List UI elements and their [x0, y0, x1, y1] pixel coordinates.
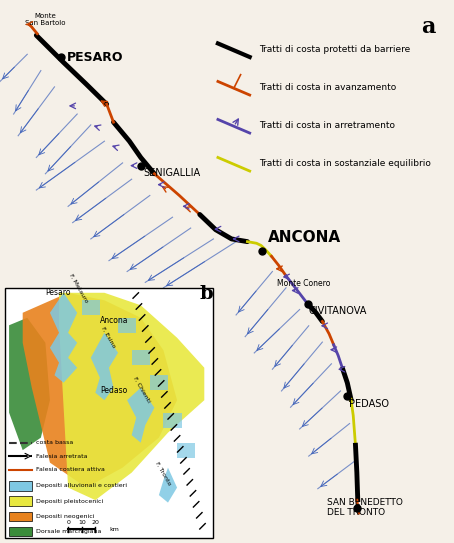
- Polygon shape: [91, 333, 118, 400]
- Polygon shape: [127, 388, 154, 443]
- Text: F. Tronto: F. Tronto: [154, 461, 172, 486]
- Polygon shape: [50, 293, 77, 383]
- Text: a: a: [421, 16, 436, 39]
- Text: Pesaro: Pesaro: [45, 288, 71, 297]
- Text: ANCONA: ANCONA: [268, 230, 341, 245]
- Polygon shape: [163, 413, 182, 428]
- Text: Depositi pleistocenici: Depositi pleistocenici: [36, 498, 104, 504]
- Text: SENIGALLIA: SENIGALLIA: [143, 168, 200, 178]
- Text: Tratti di costa in sostanziale equilibrio: Tratti di costa in sostanziale equilibri…: [259, 160, 431, 168]
- Polygon shape: [23, 293, 177, 488]
- Text: F. Metauro: F. Metauro: [68, 273, 89, 304]
- Polygon shape: [82, 300, 100, 315]
- Text: CIVITANOVA: CIVITANOVA: [309, 306, 367, 315]
- Text: Pedaso: Pedaso: [100, 386, 127, 395]
- Text: Monte
San Bartolo: Monte San Bartolo: [25, 12, 66, 26]
- Polygon shape: [118, 318, 136, 333]
- Text: Tratti di costa in avanzamento: Tratti di costa in avanzamento: [259, 84, 396, 92]
- Text: Ancona: Ancona: [100, 316, 128, 325]
- Text: Depositi neogenici: Depositi neogenici: [36, 514, 95, 519]
- Text: PESARO: PESARO: [67, 50, 123, 64]
- Text: Falesia costiera attiva: Falesia costiera attiva: [36, 467, 105, 472]
- Text: 20: 20: [91, 520, 99, 525]
- Text: costa bassa: costa bassa: [36, 440, 74, 445]
- Text: Dorsale marchigiana: Dorsale marchigiana: [36, 529, 102, 534]
- Text: F. Esino: F. Esino: [100, 326, 116, 349]
- Text: b: b: [200, 285, 213, 302]
- Polygon shape: [59, 293, 204, 500]
- Bar: [5, 288, 213, 538]
- Bar: [9, 481, 32, 491]
- Text: 10: 10: [78, 520, 86, 525]
- Bar: [9, 527, 32, 536]
- Polygon shape: [159, 468, 177, 503]
- Polygon shape: [9, 318, 50, 450]
- Polygon shape: [132, 350, 150, 365]
- Text: F. Chienti: F. Chienti: [132, 376, 150, 403]
- Text: km: km: [109, 527, 119, 532]
- Text: Falesia arretrata: Falesia arretrata: [36, 453, 88, 459]
- Bar: [9, 512, 32, 521]
- Text: PEDASO: PEDASO: [349, 399, 389, 409]
- Polygon shape: [150, 375, 168, 390]
- Text: Monte Conero: Monte Conero: [277, 279, 331, 288]
- Text: Tratti di costa protetti da barriere: Tratti di costa protetti da barriere: [259, 46, 410, 54]
- Text: Depositi alluvionali e costieri: Depositi alluvionali e costieri: [36, 483, 127, 489]
- Text: 0: 0: [66, 520, 70, 525]
- Polygon shape: [177, 443, 195, 458]
- Bar: [9, 496, 32, 506]
- Text: Tratti di costa in arretramento: Tratti di costa in arretramento: [259, 122, 395, 130]
- Text: SAN BENEDETTO
DEL TRONTO: SAN BENEDETTO DEL TRONTO: [327, 498, 403, 517]
